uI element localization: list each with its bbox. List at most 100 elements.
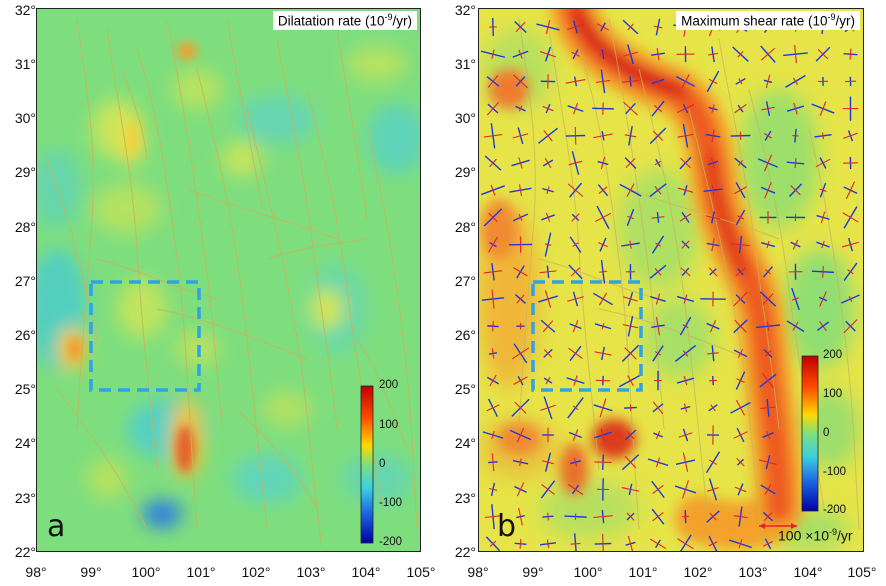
panel-letter: b (497, 509, 517, 544)
extension-axis (794, 45, 797, 64)
extension-axis (653, 130, 663, 141)
y-tick: 32° (14, 2, 36, 18)
panel-letter: a (47, 509, 66, 544)
extension-axis (518, 105, 523, 112)
extension-axis (737, 215, 744, 220)
extension-axis (594, 351, 612, 356)
extension-axis (626, 430, 635, 440)
y-tick: 22° (454, 544, 476, 560)
extension-axis (567, 24, 584, 30)
extension-axis (849, 48, 852, 60)
extension-axis (489, 540, 497, 547)
extension-axis (543, 130, 553, 142)
extension-axis (515, 21, 526, 33)
extension-axis (681, 240, 690, 249)
extension-axis (679, 213, 692, 222)
extension-axis (573, 457, 578, 467)
extension-axis (793, 102, 798, 115)
extension-axis (519, 458, 522, 467)
extension-axis (709, 319, 717, 333)
extension-axis (843, 319, 858, 334)
x-tick: 98° (25, 564, 47, 580)
extension-axis (512, 133, 529, 139)
extension-axis (518, 49, 523, 59)
extension-axis (738, 78, 743, 85)
extension-axis (600, 428, 606, 442)
extension-axis (543, 349, 553, 358)
extension-axis (711, 238, 715, 252)
y-tick: 24° (14, 435, 36, 451)
extension-axis (513, 267, 528, 277)
study-area-box (531, 280, 643, 392)
extension-axis (792, 134, 799, 137)
extension-axis (627, 215, 634, 220)
extension-axis (572, 242, 579, 247)
extension-axis (571, 51, 580, 57)
extension-axis (492, 321, 494, 332)
y-tick: 30° (454, 110, 476, 126)
extension-axis (677, 187, 694, 193)
extension-axis (654, 160, 662, 166)
extension-axis (763, 133, 773, 139)
extension-axis (794, 158, 797, 168)
extension-axis (488, 236, 498, 253)
extension-axis (654, 185, 662, 195)
extension-axis (735, 267, 746, 277)
extension-axis (678, 432, 693, 438)
fault-lines (46, 18, 418, 550)
extension-axis (546, 186, 550, 195)
extension-axis (539, 270, 557, 274)
extension-axis (708, 78, 718, 85)
x-tick: 101° (186, 564, 216, 580)
colorbar-label: 100 (823, 388, 843, 400)
extension-axis (737, 348, 744, 358)
extension-axis (766, 321, 770, 331)
extension-axis (626, 512, 635, 521)
extension-axis (487, 74, 499, 88)
extension-axis (653, 25, 663, 29)
extension-axis (842, 212, 859, 223)
extension-axis (760, 47, 776, 61)
y-tick: 31° (14, 56, 36, 72)
extension-axis (681, 74, 690, 89)
extension-axis (624, 347, 637, 360)
extension-axis (593, 133, 613, 139)
extension-axis (734, 186, 747, 195)
extension-axis (819, 188, 827, 192)
extension-axis (733, 431, 748, 439)
extension-axis (790, 185, 801, 196)
principal-strain-crosses (480, 17, 860, 551)
extension-axis (821, 240, 825, 249)
extension-axis (542, 105, 554, 112)
y-tick: 28° (454, 219, 476, 235)
colorbar-label: 200 (379, 379, 399, 391)
extension-axis (488, 212, 498, 223)
extension-axis (546, 539, 550, 549)
extension-axis (707, 352, 719, 355)
x-tick: 102° (683, 564, 713, 580)
extension-axis (676, 104, 695, 114)
extension-axis (819, 321, 827, 332)
x-tick: 99° (522, 564, 544, 580)
extension-axis (792, 321, 799, 331)
extension-axis (656, 48, 660, 61)
extension-axis (491, 348, 495, 359)
y-tick: 23° (454, 490, 476, 506)
extension-axis (710, 157, 716, 169)
y-tick: 25° (14, 381, 36, 397)
extension-axis (843, 132, 858, 139)
extension-axis (491, 289, 495, 309)
extension-axis (822, 265, 824, 278)
extension-axis (817, 48, 829, 60)
extension-axis (683, 375, 688, 386)
extension-axis (516, 294, 525, 304)
extension-axis (649, 538, 667, 550)
x-tick: 99° (80, 564, 102, 580)
extension-axis (599, 398, 607, 418)
extension-axis (572, 102, 579, 115)
scale-label: 100 ×10-9/yr (778, 527, 853, 544)
extension-axis (705, 215, 721, 220)
extension-axis (682, 480, 689, 499)
extension-axis (761, 373, 775, 389)
extension-axis (655, 457, 661, 468)
